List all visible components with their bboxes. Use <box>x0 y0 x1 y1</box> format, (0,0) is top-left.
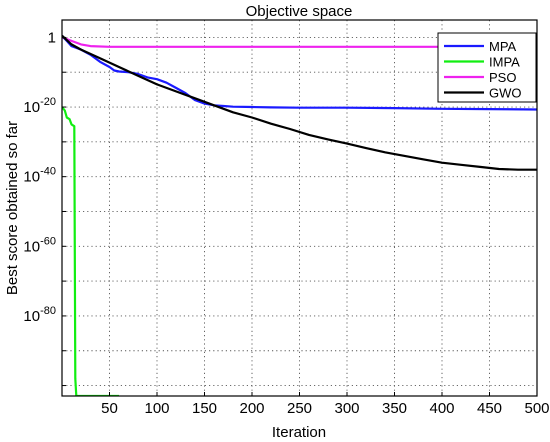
x-tick-label: 100 <box>144 400 169 417</box>
y-tick-label: 10-40 <box>23 166 56 186</box>
y-tick-exponent: -80 <box>40 305 56 317</box>
y-tick-label: 10-20 <box>23 96 56 116</box>
y-tick-base: 10 <box>23 169 40 186</box>
x-tick-label: 350 <box>382 400 407 417</box>
y-tick-base: 10 <box>23 238 40 255</box>
x-tick-label: 400 <box>429 400 454 417</box>
series-line-gwo <box>62 34 537 171</box>
chart-title: Objective space <box>246 3 353 20</box>
x-tick-label: 250 <box>287 400 312 417</box>
x-tick-label: 50 <box>101 400 118 417</box>
x-tick-label: 300 <box>334 400 359 417</box>
y-tick-label: 10-80 <box>23 305 56 325</box>
y-tick-label: 1 <box>48 29 56 46</box>
series-line-pso <box>62 36 537 48</box>
series-line-mpa <box>62 34 537 111</box>
series-lines <box>62 34 537 396</box>
y-axis-label: Best score obtained so far <box>4 121 21 295</box>
x-tick-label: 150 <box>192 400 217 417</box>
legend-label-impa: IMPA <box>489 55 520 70</box>
x-axis-label: Iteration <box>272 424 326 441</box>
y-tick-base: 10 <box>23 99 40 116</box>
x-tick-label: 450 <box>477 400 502 417</box>
legend-box <box>437 32 537 103</box>
axis-ticks: 50 100 150 200 250 300 350 400 450 50010-8010-601… <box>23 29 549 417</box>
y-tick-base: 10 <box>23 308 40 325</box>
legend-label-pso: PSO <box>489 70 516 85</box>
series-line-impa <box>62 106 119 396</box>
y-tick-exponent: -60 <box>40 235 56 247</box>
x-tick-label: 500 <box>524 400 549 417</box>
y-tick-exponent: -40 <box>40 166 56 178</box>
legend-label-gwo: GWO <box>489 86 522 101</box>
x-tick-label: 200 <box>239 400 264 417</box>
y-tick-exponent: -20 <box>40 96 56 108</box>
y-tick-label: 10-60 <box>23 235 56 255</box>
legend-label-mpa: MPA <box>489 39 517 54</box>
